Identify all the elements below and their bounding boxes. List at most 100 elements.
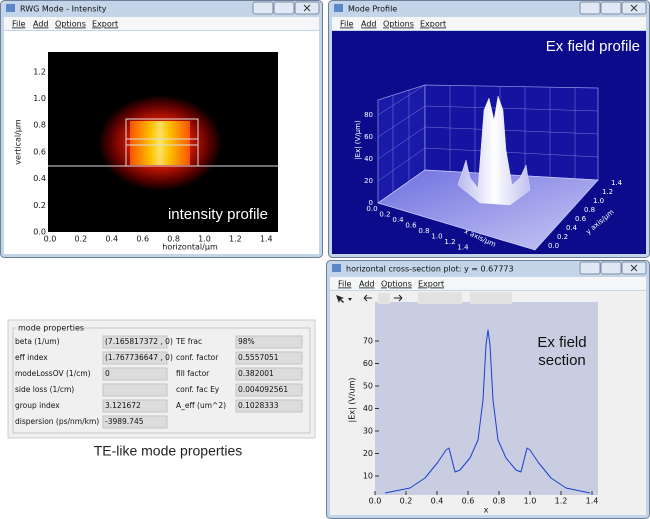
group-title: mode properties	[18, 324, 84, 333]
x-tick-label: 0.0	[44, 235, 57, 244]
property-value: (7.165817372 , 0)	[105, 337, 173, 346]
x-tick-label: 1.2	[555, 497, 568, 506]
y-tick-label: 1.4	[611, 179, 623, 187]
window-icon	[6, 4, 15, 12]
surface-plot	[332, 31, 646, 254]
x-tick-label: 1.2	[229, 235, 242, 244]
menu-item[interactable]: Options	[383, 20, 414, 29]
property-field	[102, 399, 168, 413]
property-label: fill factor	[176, 369, 210, 378]
y-tick-label: 40	[363, 404, 373, 413]
z-tick-label: 40	[364, 155, 373, 163]
x-tick-label: 0.8	[167, 235, 180, 244]
property-label: group index	[15, 401, 60, 410]
property-field	[235, 399, 303, 413]
minimize-button[interactable]	[252, 1, 274, 15]
x-tick-label: 1.0	[198, 235, 211, 244]
y-tick-label: 10	[363, 472, 373, 481]
intensity-plot	[48, 52, 278, 232]
menu-item[interactable]: Options	[381, 280, 412, 289]
x-tick-label: 1.4	[260, 235, 273, 244]
menu-item[interactable]: File	[340, 20, 353, 29]
back-button[interactable]	[363, 294, 372, 302]
window-title: RWG Mode - Intensity	[20, 5, 107, 14]
forward-button[interactable]	[394, 294, 403, 302]
core	[130, 121, 190, 165]
x-tick-label: 1.0	[524, 497, 537, 506]
menu-item[interactable]: Add	[359, 280, 375, 289]
maximize-button[interactable]	[273, 1, 295, 15]
y-tick-label: 0.0	[33, 228, 46, 237]
property-label: modeLossOV (1/cm)	[15, 369, 91, 378]
property-value: 0.004092561	[238, 385, 288, 394]
minimize-button[interactable]	[579, 1, 601, 15]
menu-item[interactable]: Add	[33, 20, 49, 29]
x-tick-label: 0.0	[369, 497, 382, 506]
y-tick-label: 0.0	[548, 242, 559, 250]
property-label: A_eff (um^2)	[176, 401, 226, 410]
property-value: 0.1028333	[238, 401, 279, 410]
property-value: 0.5557051	[238, 353, 279, 362]
menu-item[interactable]: Export	[418, 280, 444, 289]
x-tick-label: 0.4	[392, 216, 404, 224]
property-field	[235, 367, 303, 381]
y-tick-label: 0.2	[557, 233, 568, 241]
x-axis-label: x	[484, 506, 489, 515]
pointer-tool[interactable]	[336, 295, 344, 303]
property-value: 98%	[238, 337, 255, 346]
z-tick-label: 0	[369, 199, 373, 207]
close-glyph	[630, 4, 638, 12]
menu-item[interactable]: Export	[420, 20, 446, 29]
y-tick-label: 0.4	[33, 174, 46, 183]
back-wall	[424, 84, 599, 181]
z-axis-label: |Ex| (V/μm)	[354, 120, 362, 160]
group-box	[12, 327, 311, 434]
x-tick-label: 0.6	[136, 235, 149, 244]
close-glyph	[630, 264, 638, 272]
menu-item[interactable]: File	[12, 20, 25, 29]
y-axis-label: vertical/μm	[14, 119, 23, 165]
minimize-button[interactable]	[579, 261, 601, 275]
x-tick-label: 0.4	[431, 497, 444, 506]
toolbar	[336, 292, 512, 304]
plot-annotation: Ex field profile	[546, 38, 640, 55]
property-value: 0.382001	[238, 369, 274, 378]
property-value: 3.121672	[105, 401, 141, 410]
menu-bar	[332, 17, 646, 30]
y-tick-label: 30	[363, 427, 373, 436]
surface-floor	[377, 169, 599, 251]
x-tick-label: 0.2	[379, 211, 390, 219]
z-tick-label: 80	[364, 111, 373, 119]
close-glyph	[303, 4, 311, 12]
menu-item[interactable]: File	[338, 280, 351, 289]
x-tick-label: 1.4	[457, 244, 469, 252]
menu-item[interactable]: Export	[92, 20, 118, 29]
x-tick-label: 0.2	[75, 235, 88, 244]
menu-item[interactable]: Options	[55, 20, 86, 29]
property-field	[102, 367, 168, 381]
y-tick-label: 1.2	[602, 188, 613, 196]
section-plot	[336, 292, 598, 495]
surface-peak	[457, 95, 531, 206]
x-tick-label: 0.2	[400, 497, 413, 506]
plot-annotation: section	[538, 352, 586, 369]
property-field	[102, 383, 168, 397]
property-value: -3989.745	[105, 417, 144, 426]
caption: TE-like mode properties	[94, 443, 243, 459]
property-label: conf. fac Ey	[176, 385, 220, 394]
window-title: horizontal cross-section plot: y = 0.677…	[346, 265, 514, 274]
y-axis-label: |Ex| (V/um)	[348, 378, 357, 423]
x-tick-label: 1.4	[586, 497, 599, 506]
maximize-button[interactable]	[600, 261, 622, 275]
menu-bar	[330, 277, 646, 290]
property-field	[235, 351, 303, 365]
y-tick-label: 1.0	[33, 94, 46, 103]
x-tick-label: 0.8	[418, 227, 429, 235]
menu-item[interactable]: Add	[361, 20, 377, 29]
maximize-button[interactable]	[600, 1, 622, 15]
y-tick-label: 0.4	[566, 224, 578, 232]
y-tick-label: 20	[363, 449, 373, 458]
tool-dropdown[interactable]	[348, 298, 352, 301]
ridge-outline	[125, 118, 199, 167]
